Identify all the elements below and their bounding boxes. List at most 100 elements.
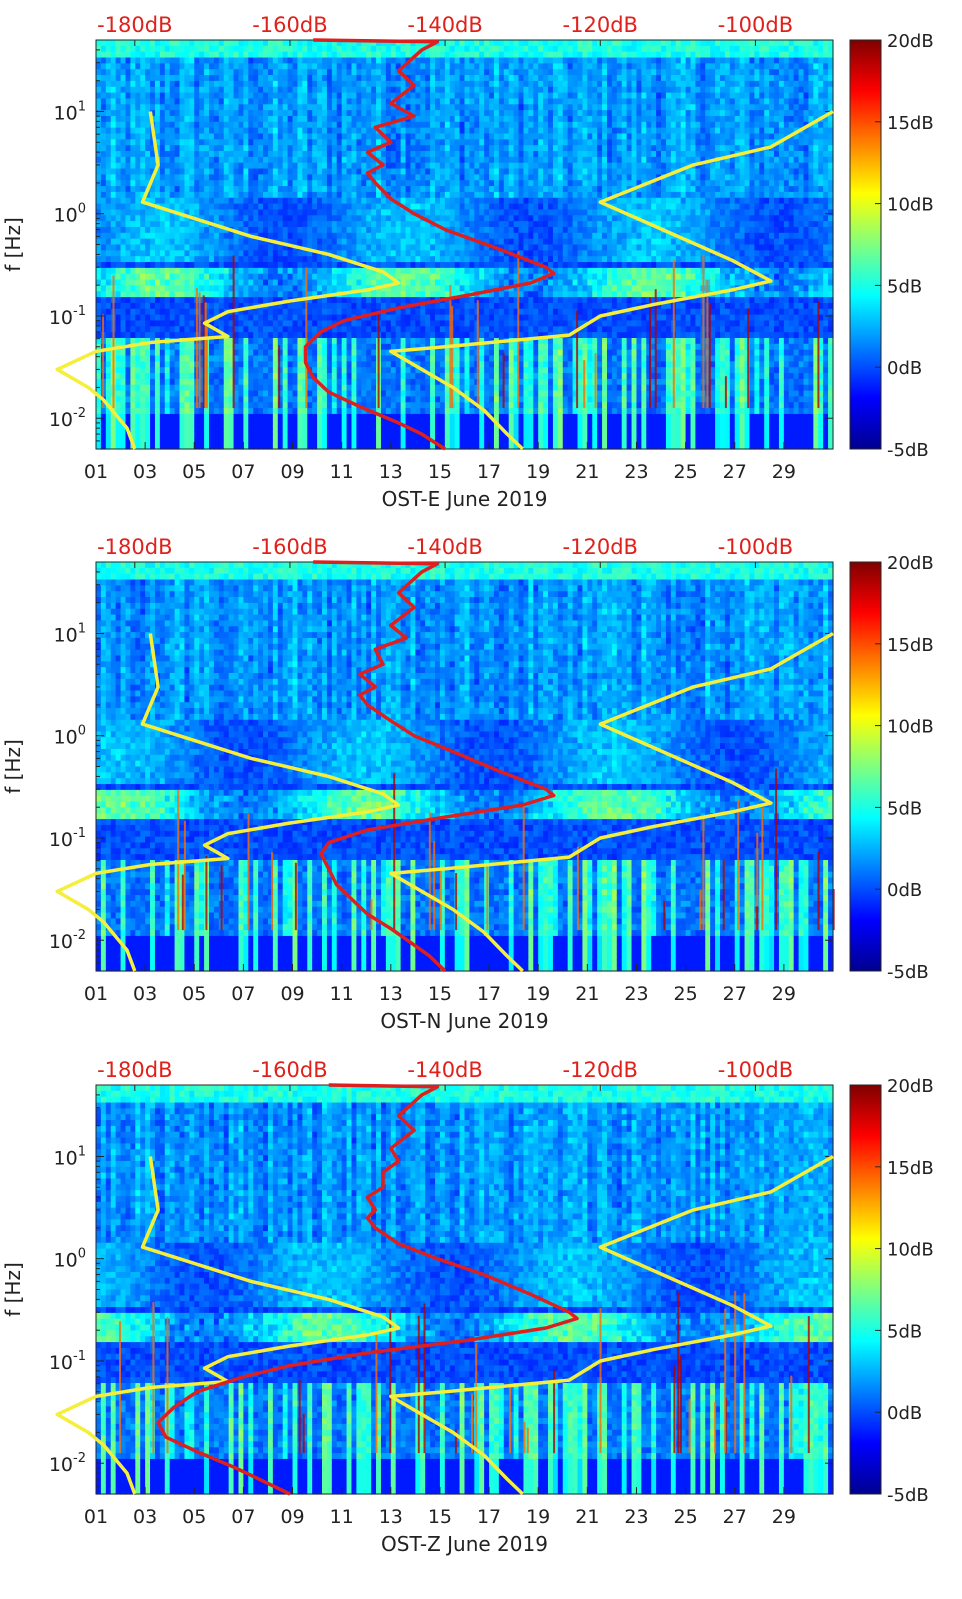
x-tick-label: 05 [182, 983, 206, 1005]
colorbar-tick-label: 20dB [887, 553, 934, 574]
colorbar-tick-label: 0dB [887, 358, 922, 379]
colorbar-gradient [850, 40, 881, 449]
top-db-tick-label: -140dB [407, 535, 482, 559]
top-db-tick-label: -140dB [407, 1058, 482, 1082]
x-tick-label: 23 [624, 983, 648, 1005]
x-tick-label: 11 [330, 1506, 354, 1528]
x-tick-label: 13 [379, 461, 403, 483]
top-db-tick-label: -120dB [563, 535, 638, 559]
y-tick-label: 10-2 [49, 406, 86, 431]
colorbar-tick-label: 0dB [887, 880, 922, 901]
spectrogram-image [96, 1085, 834, 1495]
y-tick-label: 10-2 [49, 1451, 86, 1476]
colorbar-tick-label: 15dB [887, 635, 934, 656]
x-tick-label: 03 [133, 461, 157, 483]
colorbar-gradient [850, 1085, 881, 1494]
top-db-tick-label: -100dB [718, 13, 793, 37]
top-db-tick-label: -160dB [252, 13, 327, 37]
x-tick-label: 01 [84, 1506, 108, 1528]
colorbar-tick-label: 5dB [887, 276, 922, 297]
x-tick-label: 19 [526, 983, 550, 1005]
top-db-tick-label: -120dB [563, 1058, 638, 1082]
x-tick-label: 05 [182, 461, 206, 483]
y-axis-label: f [Hz] [1, 217, 25, 272]
x-axis-label: OST-N June 2019 [380, 1009, 548, 1033]
x-tick-label: 15 [428, 461, 452, 483]
x-tick-label: 17 [477, 983, 501, 1005]
x-tick-label: 11 [330, 461, 354, 483]
top-db-tick-label: -140dB [407, 13, 482, 37]
x-tick-label: 25 [674, 983, 698, 1005]
y-axis-label: f [Hz] [1, 1262, 25, 1317]
x-tick-label: 03 [133, 983, 157, 1005]
colorbar-tick-label: 0dB [887, 1403, 922, 1424]
x-tick-label: 15 [428, 983, 452, 1005]
x-tick-label: 25 [674, 461, 698, 483]
x-tick-label: 13 [379, 983, 403, 1005]
y-tick-label: 100 [54, 724, 86, 749]
x-tick-label: 07 [231, 983, 255, 1005]
x-tick-label: 29 [772, 1506, 796, 1528]
top-db-tick-label: -160dB [252, 535, 327, 559]
colorbar-tick-label: 10dB [887, 195, 934, 216]
x-tick-label: 01 [84, 983, 108, 1005]
colorbar-tick-label: 15dB [887, 1158, 934, 1179]
x-tick-label: 07 [231, 1506, 255, 1528]
x-tick-label: 17 [477, 461, 501, 483]
x-tick-label: 27 [723, 461, 747, 483]
colorbar-gradient [850, 562, 881, 971]
y-tick-label: 10-1 [49, 304, 86, 329]
top-db-tick-label: -100dB [718, 1058, 793, 1082]
top-db-tick-label: -160dB [252, 1058, 327, 1082]
x-axis-label: OST-E June 2019 [382, 487, 548, 511]
x-tick-label: 07 [231, 461, 255, 483]
y-tick-label: 10-2 [49, 928, 86, 953]
y-tick-label: 10-1 [49, 1349, 86, 1374]
x-tick-label: 27 [723, 983, 747, 1005]
colorbar-tick-label: 10dB [887, 717, 934, 738]
spectrogram-image [96, 40, 834, 450]
x-tick-label: 09 [280, 1506, 304, 1528]
x-tick-label: 27 [723, 1506, 747, 1528]
y-tick-label: 101 [54, 1144, 86, 1169]
x-tick-label: 11 [330, 983, 354, 1005]
x-tick-label: 19 [526, 461, 550, 483]
y-tick-label: 100 [54, 1247, 86, 1272]
x-tick-label: 29 [772, 983, 796, 1005]
x-tick-label: 09 [280, 983, 304, 1005]
y-tick-label: 10-1 [49, 826, 86, 851]
y-axis-label: f [Hz] [1, 739, 25, 794]
x-tick-label: 05 [182, 1506, 206, 1528]
x-tick-label: 15 [428, 1506, 452, 1528]
colorbar-tick-label: 20dB [887, 31, 934, 52]
top-db-tick-label: -120dB [563, 13, 638, 37]
x-tick-label: 21 [575, 1506, 599, 1528]
colorbar-tick-label: -5dB [887, 962, 929, 983]
x-tick-label: 13 [379, 1506, 403, 1528]
colorbar-tick-label: -5dB [887, 440, 929, 461]
x-tick-label: 23 [624, 461, 648, 483]
x-tick-label: 17 [477, 1506, 501, 1528]
colorbar-tick-label: 5dB [887, 798, 922, 819]
x-tick-label: 25 [674, 1506, 698, 1528]
top-db-tick-label: -180dB [97, 13, 172, 37]
top-db-tick-label: -180dB [97, 535, 172, 559]
x-tick-label: 21 [575, 461, 599, 483]
top-db-tick-label: -100dB [718, 535, 793, 559]
y-tick-label: 100 [54, 202, 86, 227]
x-tick-label: 19 [526, 1506, 550, 1528]
colorbar-tick-label: 20dB [887, 1076, 934, 1097]
spectrogram-image [96, 562, 835, 972]
x-tick-label: 01 [84, 461, 108, 483]
x-tick-label: 29 [772, 461, 796, 483]
y-tick-label: 101 [54, 621, 86, 646]
colorbar: 20dB 15dB 10dB 5dB 0dB -5dB [850, 553, 934, 983]
x-tick-label: 03 [133, 1506, 157, 1528]
colorbar-tick-label: 10dB [887, 1240, 934, 1261]
colorbar-tick-label: 5dB [887, 1321, 922, 1342]
